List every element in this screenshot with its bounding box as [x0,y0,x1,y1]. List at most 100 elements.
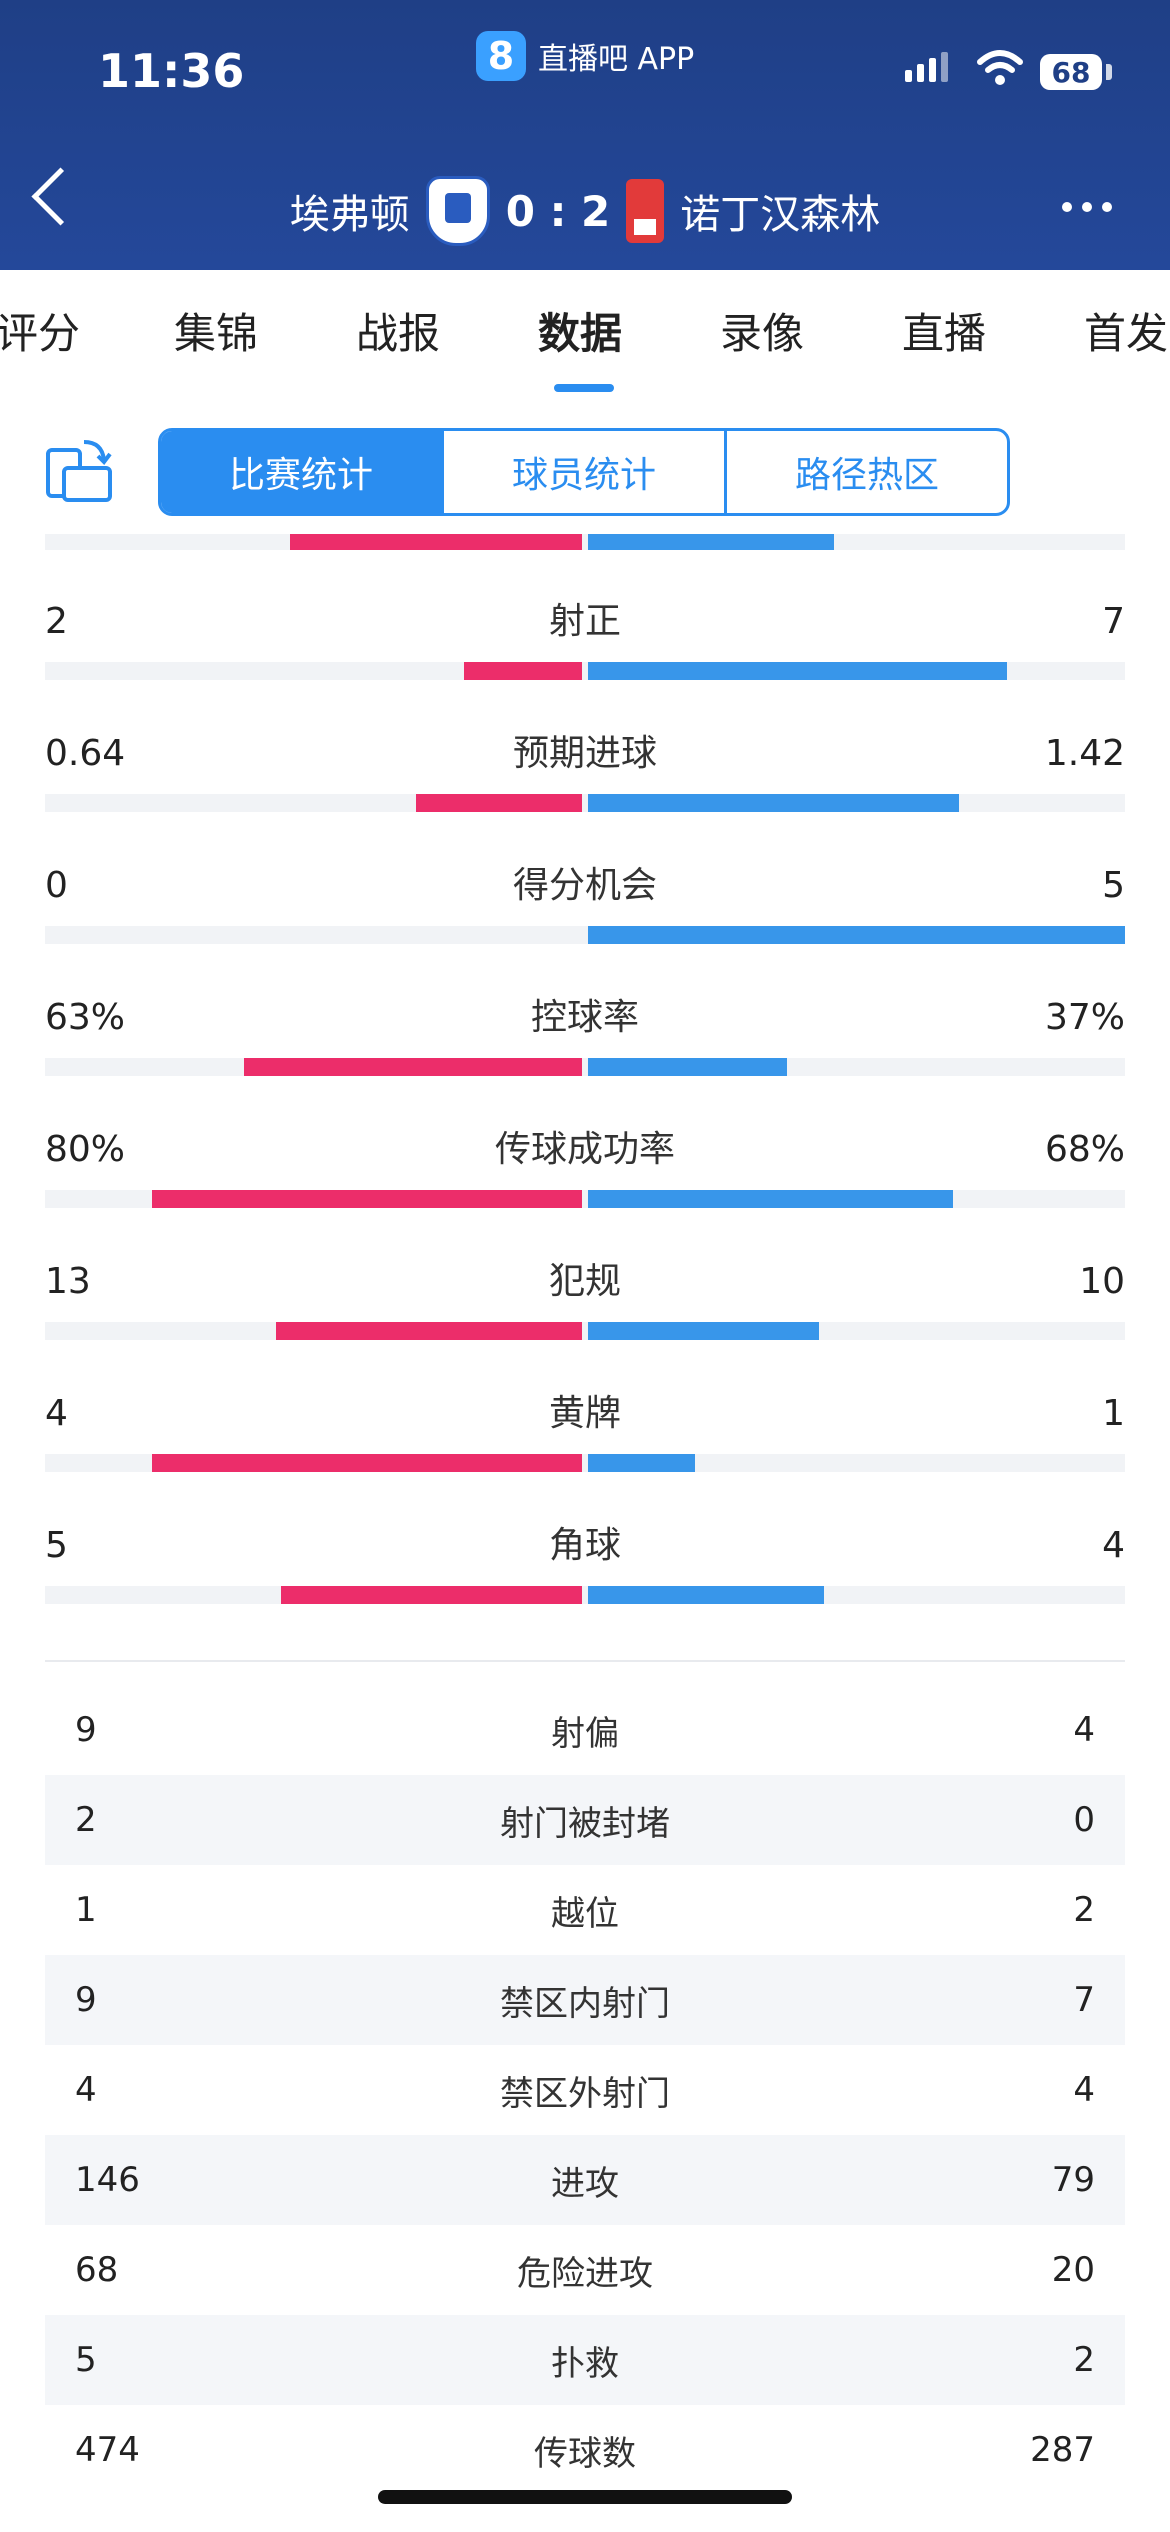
home-value: 4 [45,1393,68,1434]
home-value: 146 [75,2160,140,2200]
away-value: 7 [1073,1980,1095,2020]
tab-rating[interactable]: 评分 [0,309,81,358]
home-value: 63% [45,997,126,1038]
away-value: 2 [1073,2340,1095,2380]
home-team-name: 埃弗顿 [289,192,410,238]
home-bar [276,1322,582,1340]
stat-row: 0.64 预期进球 1.42 [45,730,1125,862]
segment-player-stats[interactable]: 球员统计 [441,431,724,513]
away-value: 1 [1102,1393,1125,1434]
away-value: 4 [1102,1525,1125,1566]
more-button[interactable] [1062,202,1112,212]
tab-replay[interactable]: 录像 [720,309,805,358]
away-value: 4 [1073,2070,1095,2110]
away-bar [588,1190,953,1208]
stat-track [45,1586,1125,1604]
segment-heatmap[interactable]: 路径热区 [724,431,1007,513]
away-value: 4 [1073,1710,1095,1750]
home-value: 9 [75,1710,97,1750]
stat-track [45,794,1125,812]
table-row: 474 传球数 287 [45,2405,1125,2495]
match-score: 0 : 2 [505,186,611,236]
tab-data[interactable]: 数据 [538,309,623,358]
app-name: 直播吧 APP [538,42,695,77]
table-row: 9 禁区内射门 7 [45,1955,1125,2045]
partial-stat-track [45,534,1125,550]
away-value: 68% [1044,1129,1125,1170]
stat-label: 禁区外射门 [500,2073,670,2114]
table-row: 5 扑救 2 [45,2315,1125,2405]
away-team-name: 诺丁汉森林 [680,192,881,238]
stat-track [45,1322,1125,1340]
stat-label: 黄牌 [548,1393,621,1434]
stat-label: 危险进攻 [517,2253,653,2294]
table-row: 2 射门被封堵 0 [45,1775,1125,1865]
table-row: 68 危险进攻 20 [45,2225,1125,2315]
battery-icon: 68 [1040,54,1102,90]
away-bar [588,1454,695,1472]
home-value: 13 [45,1261,91,1302]
away-value: 0 [1073,1800,1095,1840]
home-value: 2 [45,601,68,642]
tab-live[interactable]: 直播 [902,309,987,358]
stat-label: 预期进球 [512,733,657,774]
nottingham-forest-badge-icon [626,179,665,243]
stat-row: 63% 控球率 37% [45,994,1125,1126]
away-value: 7 [1102,601,1125,642]
stat-label: 射门被封堵 [500,1803,670,1844]
home-value: 5 [75,2340,97,2380]
away-value: 5 [1102,865,1125,906]
away-value: 1.42 [1044,733,1125,774]
segment-match-stats[interactable]: 比赛统计 [161,431,441,513]
home-indicator [378,2490,792,2504]
rotate-screen-icon[interactable] [44,436,114,506]
stat-row: 2 射正 7 [45,598,1125,730]
stat-label: 控球率 [530,997,639,1038]
tab-highlights[interactable]: 集锦 [174,309,259,358]
away-bar [588,1058,787,1076]
away-value: 37% [1044,997,1125,1038]
stat-label: 得分机会 [512,865,657,906]
home-bar [244,1058,582,1076]
away-value: 287 [1030,2430,1095,2470]
stat-label: 扑救 [551,2343,619,2384]
home-value: 5 [45,1525,68,1566]
battery-tip [1106,64,1112,80]
home-value: 4 [75,2070,97,2110]
stat-row: 5 角球 4 [45,1522,1125,1654]
stat-label: 角球 [548,1525,621,1566]
tab-report[interactable]: 战报 [356,309,441,358]
partial-away-bar [588,534,834,550]
status-time: 11:36 [98,44,245,98]
stat-row: 80% 传球成功率 68% [45,1126,1125,1258]
tab-lineup[interactable]: 首发 [1084,309,1169,358]
app-logo-icon: 8 [476,31,526,81]
home-bar [152,1190,582,1208]
home-value: 474 [75,2430,140,2470]
home-bar [281,1586,582,1604]
app-badge: 8 直播吧 APP [476,28,694,84]
wifi-icon [977,50,1023,85]
table-row: 9 射偏 4 [45,1685,1125,1775]
table-row: 4 禁区外射门 4 [45,2045,1125,2135]
stat-label: 进攻 [551,2163,619,2204]
home-bar [416,794,582,812]
stat-label: 传球成功率 [494,1129,675,1170]
away-bar [588,1322,819,1340]
away-value: 20 [1051,2250,1095,2290]
stat-label: 传球数 [534,2433,636,2474]
stat-label: 射正 [548,601,621,642]
home-value: 1 [75,1890,97,1930]
section-divider [45,1660,1125,1662]
home-value: 0.64 [45,733,126,774]
everton-badge-icon [425,176,490,246]
away-value: 10 [1079,1261,1125,1302]
stat-label: 射偏 [551,1713,619,1754]
home-value: 2 [75,1800,97,1840]
away-bar [588,1586,824,1604]
away-bar [588,794,959,812]
signal-icon [905,52,948,82]
home-value: 68 [75,2250,119,2290]
home-value: 9 [75,1980,97,2020]
stat-label: 犯规 [548,1261,621,1302]
